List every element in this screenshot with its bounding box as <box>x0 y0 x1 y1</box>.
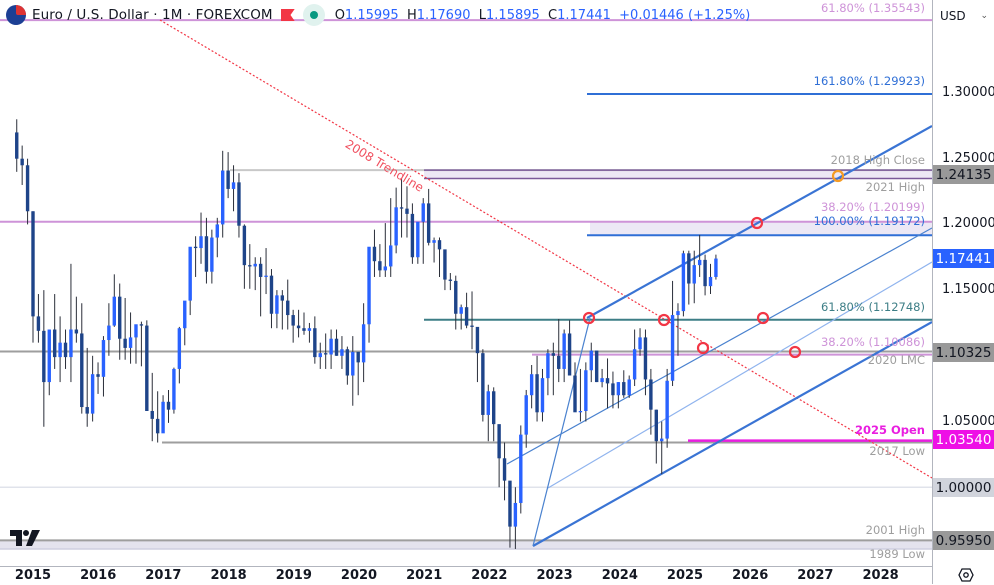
level-label: 2020 LMC <box>867 353 925 367</box>
year-tick: 2025 <box>666 568 704 583</box>
price-label: 1.03540 <box>933 430 994 449</box>
symbol-header: Euro / U.S. Dollar · 1M · FOREXCOM O1.15… <box>6 4 750 26</box>
level-label: 61.80% (1.35543) <box>820 1 925 15</box>
price-label: 0.95950 <box>933 531 994 550</box>
chevron-down-icon: ⌄ <box>980 11 988 21</box>
year-tick: 2017 <box>145 568 182 583</box>
year-tick: 2026 <box>732 568 769 583</box>
price-label: 1.10325 <box>933 343 994 362</box>
price-tick: 1.30000 <box>942 85 994 100</box>
price-label: 1.24135 <box>933 165 994 184</box>
price-tick: 1.25000 <box>942 150 994 166</box>
year-tick: 2019 <box>275 568 312 583</box>
drawing-lines <box>159 19 932 547</box>
level-label: 161.80% (1.29923) <box>813 74 925 88</box>
price-label: 1.17441 <box>933 249 994 268</box>
tradingview-logo-icon[interactable] <box>10 530 42 546</box>
level-label: 38.20% (1.10086) <box>820 335 925 349</box>
level-label: 2017 Low <box>869 444 925 458</box>
price-label: 1.00000 <box>933 478 994 497</box>
year-tick: 2021 <box>406 568 443 583</box>
year-tick: 2015 <box>14 568 52 583</box>
eur-usd-flag-icon <box>6 5 26 25</box>
year-tick: 2020 <box>340 568 378 583</box>
currency-selector[interactable]: USD ⌄ <box>940 9 988 23</box>
market-status-icon[interactable] <box>302 4 325 26</box>
candlesticks <box>15 119 718 549</box>
ohlc-values: O1.15995 H1.17690 L1.15895 C1.17441 +0.0… <box>334 7 751 23</box>
settings-icon[interactable] <box>958 568 974 582</box>
level-label: 61.80% (1.12748) <box>820 300 925 314</box>
year-tick: 2016 <box>80 568 117 583</box>
level-label: 2021 High <box>865 180 925 194</box>
year-tick: 2018 <box>210 568 247 583</box>
year-tick: 2027 <box>797 568 834 583</box>
year-tick: 2024 <box>601 568 638 583</box>
level-label: 2018 High Close <box>830 153 925 167</box>
price-tick: 1.15000 <box>942 282 994 298</box>
price-chart[interactable] <box>0 0 932 566</box>
year-tick: 2022 <box>471 568 508 583</box>
level-label: 2001 High <box>865 523 925 537</box>
level-label: 2025 Open <box>854 423 925 437</box>
flag-marker-icon[interactable] <box>280 9 295 21</box>
circle-markers <box>582 169 845 359</box>
time-axis[interactable] <box>0 566 932 585</box>
year-tick: 2023 <box>536 568 573 583</box>
levels-layer <box>0 19 932 550</box>
level-label: 100.00% (1.19172) <box>813 214 925 228</box>
level-label: 38.20% (1.20199) <box>820 200 925 214</box>
change-value: +0.01446 (+1.25%) <box>619 7 751 23</box>
price-tick: 1.05000 <box>942 413 994 429</box>
symbol-title[interactable]: Euro / U.S. Dollar · 1M · FOREXCOM <box>32 7 273 23</box>
level-label: 1989 Low <box>869 547 925 561</box>
year-tick: 2028 <box>862 568 899 583</box>
price-tick: 1.20000 <box>942 216 994 232</box>
